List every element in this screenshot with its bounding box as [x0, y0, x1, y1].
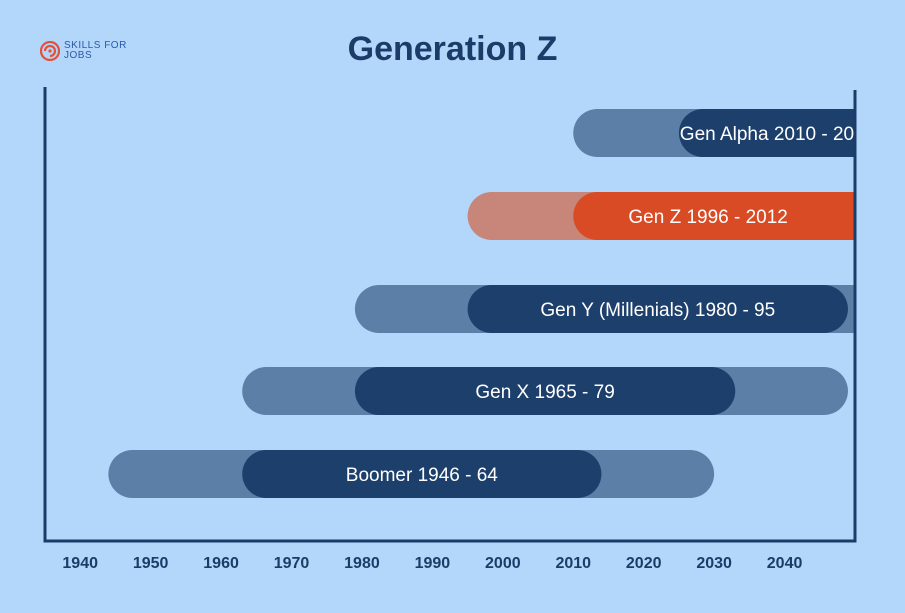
- generation-inner-bar: [573, 192, 855, 240]
- logo-text: SKILLS FOR JOBS: [64, 40, 127, 61]
- generation-label: Boomer 1946 - 64: [346, 465, 499, 486]
- x-tick-label: 1980: [344, 555, 380, 572]
- spiral-icon: [40, 41, 60, 61]
- x-tick-label: 1960: [203, 555, 239, 572]
- generation-label: Gen Y (Millenials) 1980 - 95: [540, 300, 775, 321]
- generation-label: Gen Z 1996 - 2012: [628, 207, 788, 228]
- x-tick-label: 2040: [767, 555, 803, 572]
- x-tick-label: 2020: [626, 555, 662, 572]
- generation-inner-bar: [678, 109, 855, 157]
- x-tick-label: 2000: [485, 555, 521, 572]
- generation-label: Gen X 1965 - 79: [475, 382, 614, 403]
- x-tick-label: 1990: [415, 555, 451, 572]
- x-tick-label: 2010: [555, 555, 591, 572]
- x-tick-label: 1970: [274, 555, 310, 572]
- x-tick-label: 1950: [133, 555, 169, 572]
- generation-inner-bar: [354, 367, 736, 415]
- generation-label: Gen Alpha 2010 - 20: [680, 124, 854, 145]
- generation-inner-bar: [467, 285, 848, 333]
- generation-inner-bar: [242, 450, 602, 498]
- x-tick-label: 2030: [696, 555, 732, 572]
- x-tick-label: 1940: [62, 555, 98, 572]
- logo: SKILLS FOR JOBS: [40, 41, 134, 61]
- chart-title: Generation Z: [347, 30, 558, 68]
